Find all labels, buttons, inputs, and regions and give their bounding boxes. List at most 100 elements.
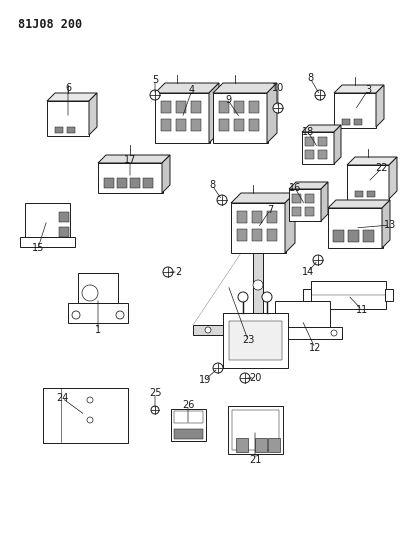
Polygon shape: [213, 83, 277, 93]
Bar: [367, 191, 375, 197]
Bar: [78, 273, 118, 303]
Bar: [193, 325, 263, 335]
Polygon shape: [347, 157, 397, 165]
Bar: [229, 321, 282, 360]
Bar: [342, 119, 350, 125]
Bar: [253, 235, 263, 335]
Bar: [333, 230, 344, 242]
Bar: [67, 127, 75, 133]
Text: 14: 14: [302, 267, 314, 277]
Bar: [174, 429, 203, 439]
Bar: [262, 327, 342, 339]
Polygon shape: [376, 85, 384, 127]
Bar: [98, 163, 163, 193]
Polygon shape: [289, 182, 328, 189]
Bar: [223, 313, 288, 368]
Circle shape: [313, 255, 323, 265]
Text: 12: 12: [309, 343, 321, 353]
Bar: [237, 229, 247, 241]
Bar: [47, 101, 89, 136]
Circle shape: [87, 397, 93, 403]
Bar: [334, 93, 376, 128]
Bar: [249, 119, 259, 131]
Text: 11: 11: [356, 305, 368, 315]
Polygon shape: [389, 157, 397, 199]
Bar: [385, 289, 393, 301]
Bar: [143, 178, 153, 188]
Bar: [252, 211, 262, 223]
Bar: [255, 438, 267, 452]
Bar: [347, 165, 389, 200]
Bar: [232, 410, 279, 450]
Polygon shape: [321, 182, 328, 221]
Circle shape: [150, 90, 160, 100]
Bar: [318, 150, 327, 159]
Polygon shape: [89, 93, 97, 135]
Circle shape: [315, 90, 325, 100]
Text: 4: 4: [189, 85, 195, 95]
Text: 5: 5: [152, 75, 158, 85]
Bar: [305, 194, 314, 203]
Polygon shape: [231, 193, 295, 203]
Bar: [355, 191, 363, 197]
Bar: [292, 207, 301, 216]
Polygon shape: [328, 200, 390, 208]
Bar: [130, 178, 140, 188]
Circle shape: [253, 280, 263, 290]
Bar: [231, 203, 286, 253]
Bar: [174, 411, 203, 423]
Bar: [289, 189, 321, 221]
Circle shape: [267, 330, 273, 336]
Text: 13: 13: [384, 220, 396, 230]
Bar: [305, 137, 314, 146]
Bar: [228, 406, 283, 454]
Bar: [275, 301, 330, 329]
Bar: [267, 229, 277, 241]
Bar: [318, 137, 327, 146]
Text: 24: 24: [56, 393, 68, 403]
Bar: [249, 101, 259, 113]
Text: 26: 26: [182, 400, 194, 410]
Bar: [117, 178, 127, 188]
Bar: [252, 229, 262, 241]
Bar: [43, 388, 128, 443]
Polygon shape: [155, 83, 219, 93]
Bar: [234, 119, 244, 131]
Text: 8: 8: [307, 73, 313, 83]
Circle shape: [273, 103, 283, 113]
Text: 9: 9: [225, 95, 231, 105]
Bar: [267, 211, 277, 223]
Circle shape: [235, 327, 241, 333]
Bar: [191, 101, 201, 113]
Text: 7: 7: [267, 205, 273, 215]
Bar: [20, 237, 75, 247]
Bar: [176, 119, 186, 131]
Polygon shape: [334, 85, 384, 93]
Polygon shape: [47, 93, 97, 101]
Bar: [305, 207, 314, 216]
Bar: [68, 303, 128, 323]
Bar: [104, 178, 114, 188]
Bar: [328, 208, 383, 248]
Text: 17: 17: [124, 155, 136, 165]
Bar: [171, 409, 206, 441]
Bar: [55, 127, 63, 133]
Bar: [303, 289, 311, 301]
Text: 1: 1: [95, 325, 101, 335]
Bar: [161, 101, 171, 113]
Circle shape: [116, 311, 124, 319]
Bar: [348, 230, 359, 242]
Bar: [155, 93, 210, 143]
Bar: [302, 132, 334, 164]
Text: 20: 20: [249, 373, 261, 383]
Text: 10: 10: [272, 83, 284, 93]
Bar: [268, 438, 280, 452]
Circle shape: [217, 195, 227, 205]
Bar: [59, 212, 69, 222]
Bar: [25, 203, 70, 238]
Text: 2: 2: [175, 267, 181, 277]
Polygon shape: [209, 83, 219, 143]
Circle shape: [205, 327, 211, 333]
Circle shape: [262, 292, 272, 302]
Text: 25: 25: [149, 388, 161, 398]
